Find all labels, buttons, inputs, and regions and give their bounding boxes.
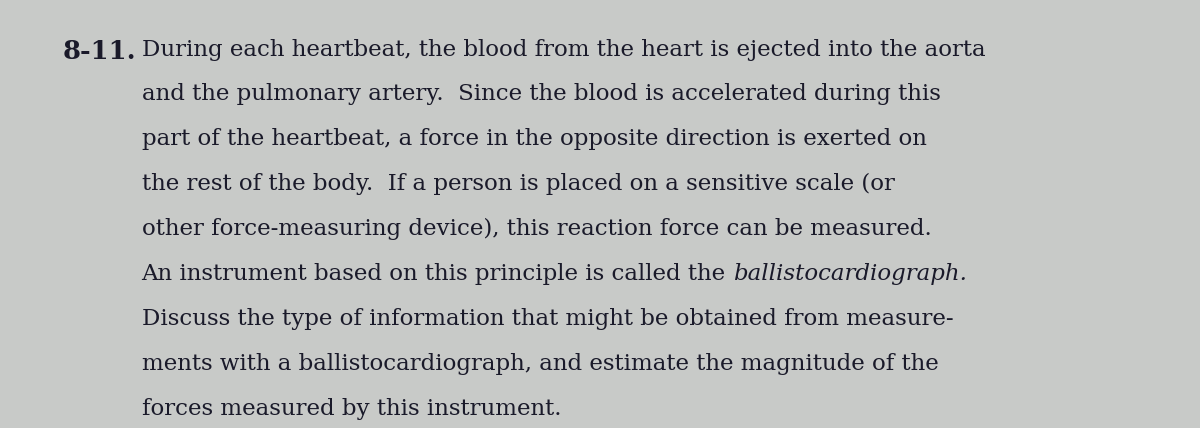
Text: the rest of the body.  If a person is placed on a sensitive scale (or: the rest of the body. If a person is pla… xyxy=(142,173,894,196)
Text: part of the heartbeat, a force in the opposite direction is exerted on: part of the heartbeat, a force in the op… xyxy=(142,128,926,150)
Text: 8-11.: 8-11. xyxy=(62,39,136,63)
Text: other force-measuring device), this reaction force can be measured.: other force-measuring device), this reac… xyxy=(142,218,931,241)
Text: and the pulmonary artery.  Since the blood is accelerated during this: and the pulmonary artery. Since the bloo… xyxy=(142,83,941,105)
Text: An instrument based on this principle is called the: An instrument based on this principle is… xyxy=(142,263,733,285)
Text: forces measured by this instrument.: forces measured by this instrument. xyxy=(142,398,562,420)
Text: During each heartbeat, the blood from the heart is ejected into the aorta: During each heartbeat, the blood from th… xyxy=(142,39,985,60)
Text: ballistocardiograph.: ballistocardiograph. xyxy=(733,263,967,285)
Text: Discuss the type of information that might be obtained from measure-: Discuss the type of information that mig… xyxy=(142,308,953,330)
Text: ments with a ballistocardiograph, and estimate the magnitude of the: ments with a ballistocardiograph, and es… xyxy=(142,353,938,375)
